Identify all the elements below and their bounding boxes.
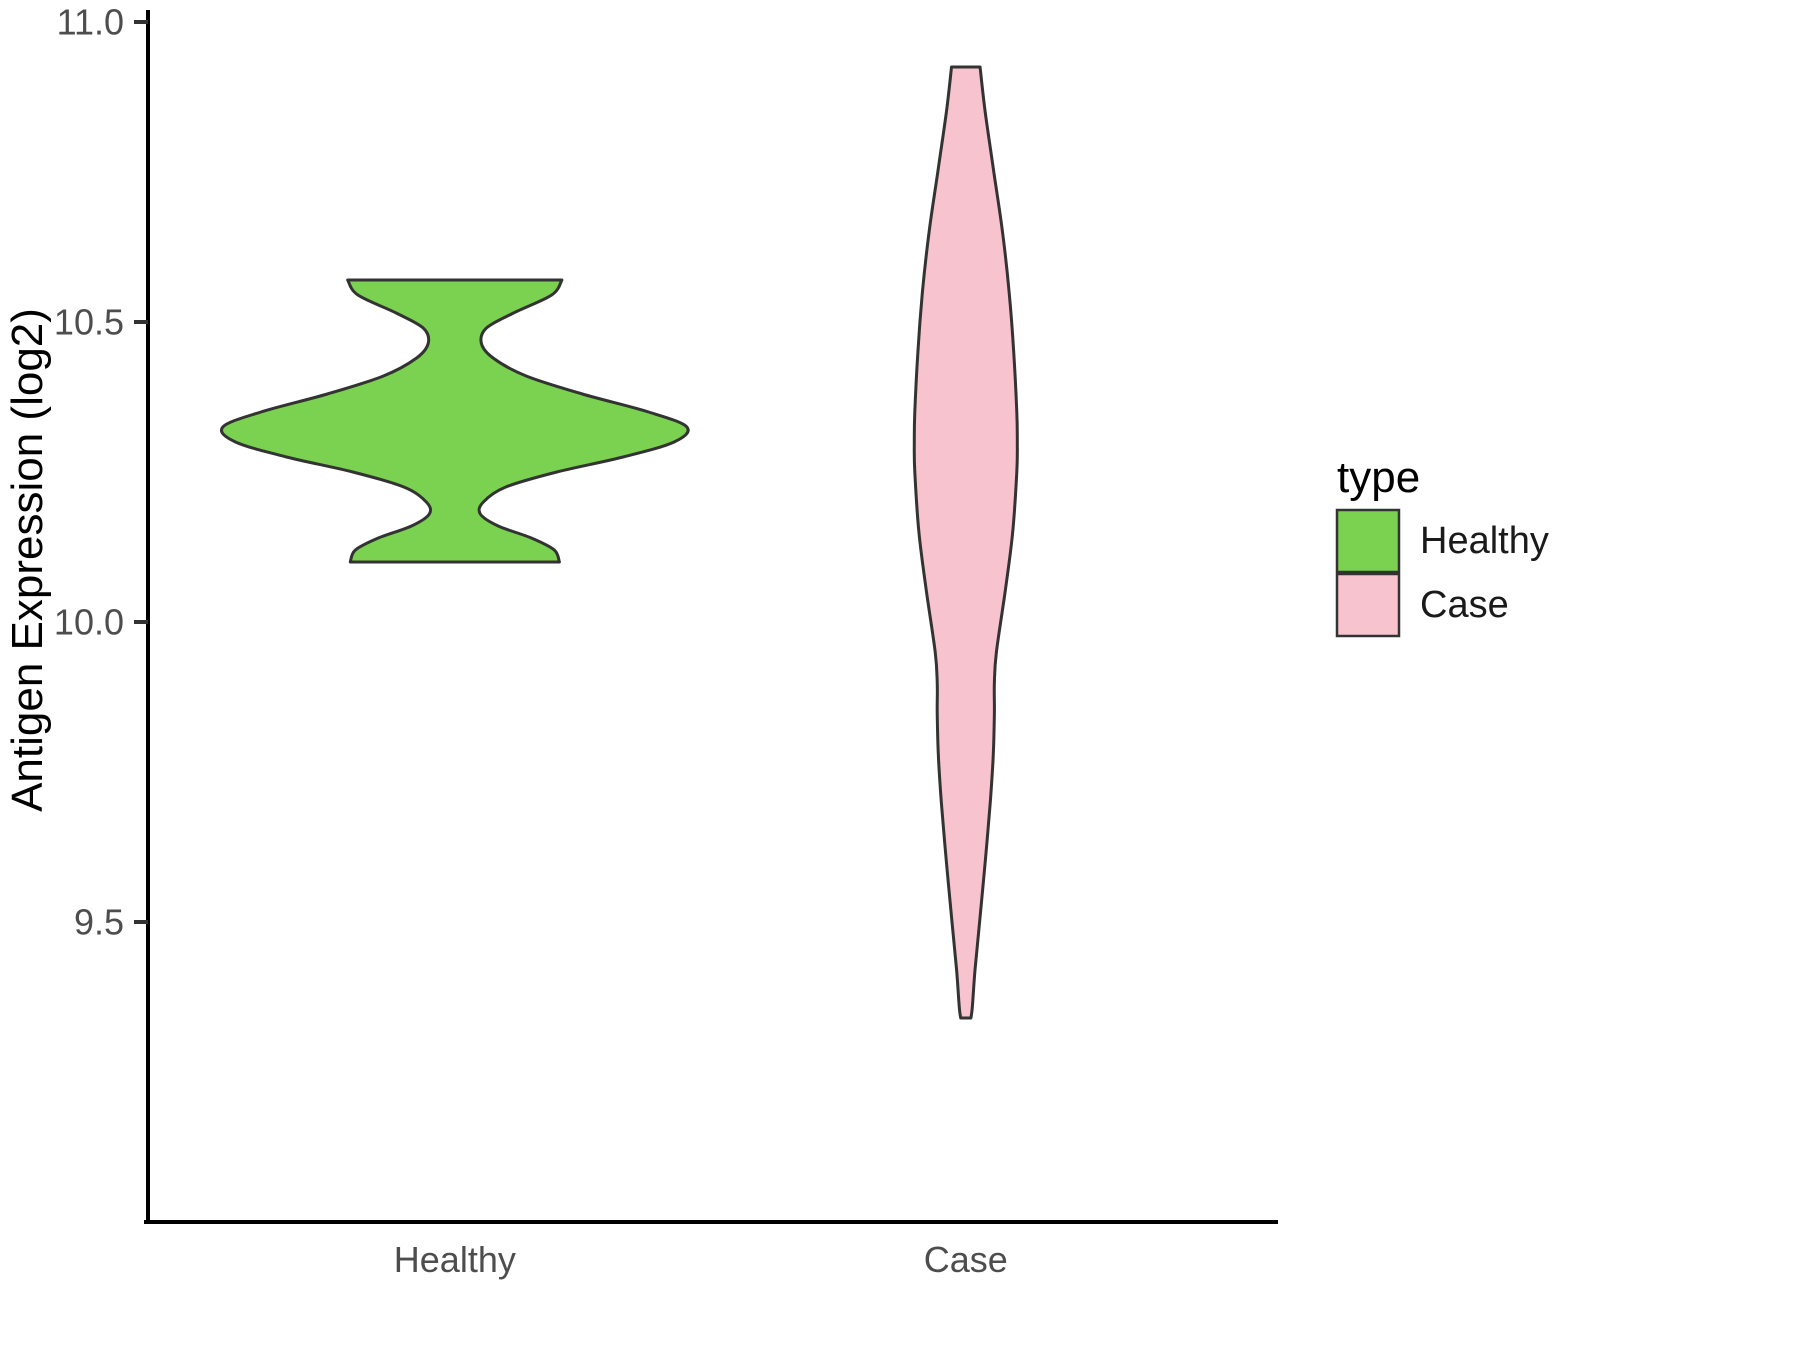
violins [219, 65, 1019, 1020]
violin-healthy [219, 278, 690, 564]
y-axis-ticks: 11.0 10.5 10.0 9.5 [54, 2, 148, 943]
y-tick-label: 9.5 [74, 902, 124, 943]
legend-title: type [1337, 453, 1420, 502]
legend-swatch-healthy [1335, 508, 1401, 574]
legend-label-healthy: Healthy [1420, 520, 1549, 562]
violin-case [912, 65, 1019, 1020]
x-category-label-case: Case [924, 1239, 1008, 1280]
axes [144, 10, 1278, 1224]
x-category-label-healthy: Healthy [394, 1239, 516, 1280]
y-tick-label: 10.0 [54, 602, 124, 643]
x-axis-labels: Healthy Case [394, 1239, 1008, 1280]
y-tick-label: 11.0 [57, 2, 124, 43]
y-axis-title: Antigen Expression (log2) [3, 308, 52, 812]
legend-label-case: Case [1420, 584, 1509, 626]
y-tick-label: 10.5 [54, 302, 124, 343]
legend-swatch-case [1335, 572, 1401, 638]
legend: type Healthy Case [1335, 453, 1549, 638]
